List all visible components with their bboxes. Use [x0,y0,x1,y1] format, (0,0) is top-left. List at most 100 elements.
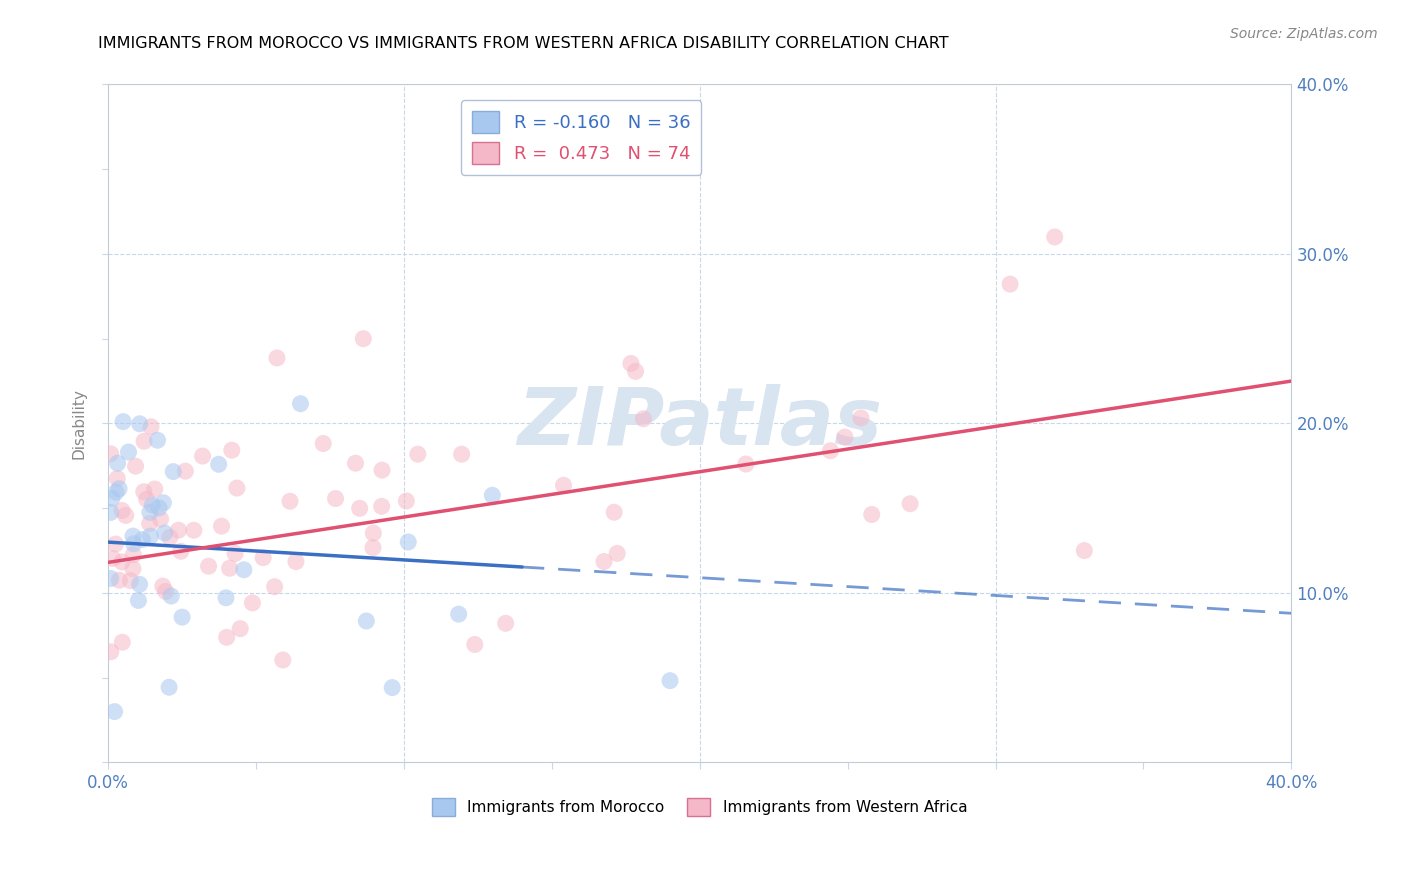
Point [620,356,643,370]
Point [183,523,205,537]
Point [820,443,842,458]
Legend: Immigrants from Morocco, Immigrants from Western Africa: Immigrants from Morocco, Immigrants from… [426,792,973,822]
Point [101,551,124,566]
Point [128,577,150,591]
Point [381,681,404,695]
Point [155,584,177,599]
Point [344,456,367,470]
Point [226,481,249,495]
Point [215,630,238,644]
Point [406,447,429,461]
Point [371,463,394,477]
Point [593,554,616,568]
Point [232,563,254,577]
Point [152,496,174,510]
Point [396,535,419,549]
Point [363,526,385,541]
Point [122,537,145,551]
Point [111,503,134,517]
Point [131,533,153,547]
Point [122,529,145,543]
Point [148,500,170,515]
Point [122,548,145,562]
Point [159,530,181,544]
Point [624,364,647,378]
Point [361,541,384,555]
Point [139,419,162,434]
Point [120,574,142,588]
Point [1073,543,1095,558]
Point [290,397,312,411]
Point [284,555,307,569]
Point [191,449,214,463]
Point [122,561,145,575]
Point [143,482,166,496]
Point [104,537,127,551]
Point [135,492,157,507]
Point [395,494,418,508]
Point [108,482,131,496]
Point [450,447,472,461]
Point [111,555,134,569]
Point [224,547,246,561]
Point [124,459,146,474]
Point [278,494,301,508]
Point [606,546,628,560]
Point [162,465,184,479]
Point [128,417,150,431]
Point [998,277,1021,291]
Point [111,635,134,649]
Point [104,485,127,500]
Point [100,447,122,461]
Text: Source: ZipAtlas.com: Source: ZipAtlas.com [1230,27,1378,41]
Point [447,607,470,621]
Point [149,512,172,526]
Point [170,544,193,558]
Point [100,505,122,519]
Point [242,596,264,610]
Text: ZIPatlas: ZIPatlas [517,384,882,462]
Point [266,351,288,365]
Point [127,593,149,607]
Point [172,610,194,624]
Point [221,443,243,458]
Point [734,457,756,471]
Point [101,491,124,506]
Point [464,637,486,651]
Point [132,484,155,499]
Point [208,457,231,471]
Point [495,616,517,631]
Point [139,529,162,543]
Point [117,445,139,459]
Point [141,498,163,512]
Point [603,505,626,519]
Point [352,332,374,346]
Point [229,622,252,636]
Point [1043,230,1066,244]
Text: IMMIGRANTS FROM MOROCCO VS IMMIGRANTS FROM WESTERN AFRICA DISABILITY CORRELATION: IMMIGRANTS FROM MOROCCO VS IMMIGRANTS FR… [98,36,949,51]
Point [271,653,294,667]
Point [898,497,921,511]
Point [157,680,180,694]
Point [860,508,883,522]
Point [349,501,371,516]
Point [103,705,125,719]
Point [481,488,503,502]
Point [138,516,160,531]
Point [356,614,378,628]
Y-axis label: Disability: Disability [72,388,86,458]
Point [834,430,856,444]
Point [105,471,128,485]
Point [132,434,155,449]
Point [152,579,174,593]
Point [100,572,122,586]
Point [107,456,129,470]
Point [100,645,122,659]
Point [146,434,169,448]
Point [174,464,197,478]
Point [263,580,285,594]
Point [849,411,872,425]
Point [553,478,575,492]
Point [215,591,238,605]
Point [112,415,135,429]
